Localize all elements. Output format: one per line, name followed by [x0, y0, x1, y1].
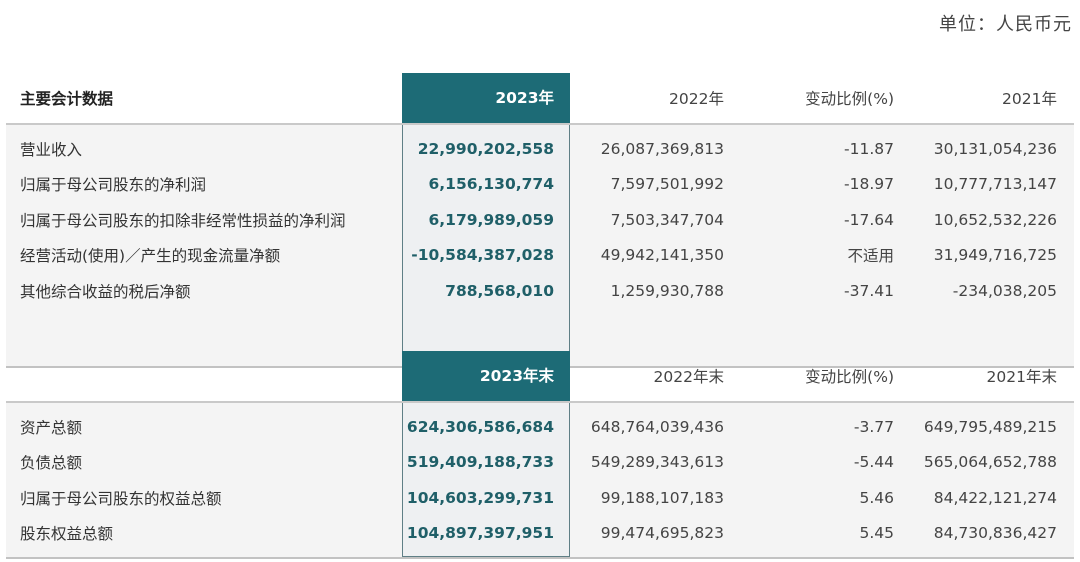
table-row: 资产总额 624,306,586,684 648,764,039,436 -3.… — [6, 409, 1074, 445]
highlight-column-header-bg — [402, 351, 570, 401]
highlight-column-header-bg — [402, 73, 570, 123]
value-2022-end: 99,474,695,823 — [600, 524, 724, 543]
header-2021-end: 2021年末 — [986, 368, 1057, 386]
unit-label: 单位：人民币元 — [939, 14, 1072, 35]
row-label: 经营活动(使用)／产生的现金流量净额 — [20, 247, 281, 266]
header-change: 变动比例(%) — [805, 368, 894, 386]
value-change: -17.64 — [844, 210, 894, 229]
table-header: 2023年末 2022年末 变动比例(%) 2021年末 — [6, 351, 1074, 403]
value-2023-end: 104,603,299,731 — [406, 488, 554, 507]
value-change: 5.46 — [859, 488, 894, 507]
value-2021-end: 565,064,652,788 — [923, 453, 1057, 472]
header-2022-end: 2022年末 — [653, 368, 724, 386]
value-change: -3.77 — [853, 417, 894, 436]
balance-sheet-data-table: 2023年末 2022年末 变动比例(%) 2021年末 资产总额 624,30… — [6, 351, 1074, 559]
header-change: 变动比例(%) — [805, 90, 894, 108]
table-header: 主要会计数据 2023年 2022年 变动比例(%) 2021年 — [6, 73, 1074, 125]
table-row: 归属于母公司股东的扣除非经常性损益的净利润 6,179,989,059 7,50… — [6, 202, 1074, 238]
row-label: 股东权益总额 — [20, 525, 114, 544]
value-2021: 10,652,532,226 — [933, 210, 1057, 229]
value-2022-end: 648,764,039,436 — [590, 417, 724, 436]
row-label: 负债总额 — [20, 454, 83, 473]
value-change: -37.41 — [844, 281, 894, 300]
value-change: -11.87 — [844, 139, 894, 158]
value-2023: 22,990,202,558 — [417, 139, 554, 158]
value-2023: 788,568,010 — [445, 281, 554, 300]
value-2022: 7,503,347,704 — [610, 210, 724, 229]
value-2021: 10,777,713,147 — [933, 175, 1057, 194]
value-2023-end: 624,306,586,684 — [406, 417, 554, 436]
value-2021: -234,038,205 — [952, 281, 1057, 300]
value-2022-end: 99,188,107,183 — [600, 488, 724, 507]
highlight-column-frame — [402, 401, 570, 557]
table-row: 营业收入 22,990,202,558 26,087,369,813 -11.8… — [6, 131, 1074, 167]
value-2021-end: 84,730,836,427 — [933, 524, 1057, 543]
value-2022: 49,942,141,350 — [600, 246, 724, 265]
header-2021: 2021年 — [1002, 90, 1057, 108]
value-2022-end: 549,289,343,613 — [590, 453, 724, 472]
row-label: 归属于母公司股东的净利润 — [20, 176, 207, 195]
header-2022: 2022年 — [669, 90, 724, 108]
table-row: 股东权益总额 104,897,397,951 99,474,695,823 5.… — [6, 516, 1074, 552]
highlight-column-frame — [402, 123, 570, 368]
value-2023: -10,584,387,028 — [411, 246, 554, 265]
row-label: 归属于母公司股东的权益总额 — [20, 489, 222, 508]
value-2022: 26,087,369,813 — [600, 139, 724, 158]
row-label: 资产总额 — [20, 418, 83, 437]
value-2022: 1,259,930,788 — [610, 281, 724, 300]
value-change: 不适用 — [847, 247, 894, 266]
value-change: -5.44 — [853, 453, 894, 472]
value-2022: 7,597,501,992 — [610, 175, 724, 194]
row-label: 营业收入 — [20, 140, 83, 159]
table-row: 经营活动(使用)／产生的现金流量净额 -10,584,387,028 49,94… — [6, 238, 1074, 274]
table-row: 归属于母公司股东的权益总额 104,603,299,731 99,188,107… — [6, 480, 1074, 516]
value-2021-end: 649,795,489,215 — [923, 417, 1057, 436]
value-2023: 6,179,989,059 — [428, 210, 554, 229]
row-label: 归属于母公司股东的扣除非经常性损益的净利润 — [20, 211, 346, 230]
value-2021-end: 84,422,121,274 — [933, 488, 1057, 507]
value-change: 5.45 — [859, 524, 894, 543]
value-2021: 30,131,054,236 — [933, 139, 1057, 158]
value-2023: 6,156,130,774 — [428, 175, 554, 194]
header-2023: 2023年 — [495, 89, 554, 107]
header-2023-end: 2023年末 — [479, 367, 554, 385]
row-label: 其他综合收益的税后净额 — [20, 282, 191, 301]
value-2023-end: 104,897,397,951 — [406, 524, 554, 543]
key-accounting-data-table: 主要会计数据 2023年 2022年 变动比例(%) 2021年 营业收入 22… — [6, 73, 1074, 368]
table-row: 负债总额 519,409,188,733 549,289,343,613 -5.… — [6, 445, 1074, 481]
table-row: 其他综合收益的税后净额 788,568,010 1,259,930,788 -3… — [6, 273, 1074, 309]
table-row: 归属于母公司股东的净利润 6,156,130,774 7,597,501,992… — [6, 167, 1074, 203]
header-label: 主要会计数据 — [20, 90, 114, 108]
value-change: -18.97 — [844, 175, 894, 194]
value-2023-end: 519,409,188,733 — [406, 453, 554, 472]
value-2021: 31,949,716,725 — [933, 246, 1057, 265]
